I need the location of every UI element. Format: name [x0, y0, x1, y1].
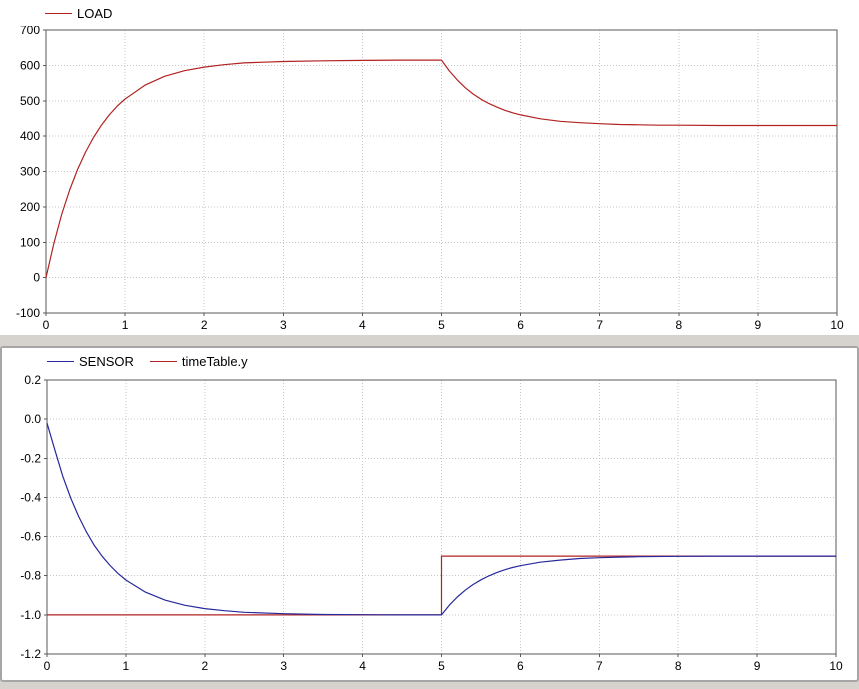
x-tick-label: 6: [517, 659, 524, 673]
plot-panel-load: LOAD 0 1 2 3 4 5 6 7 8 9 10 -100 0 100 200 300 400 500 600…: [0, 0, 859, 335]
y-tick-label: -0.8: [20, 569, 41, 583]
x-tick-label: 1: [122, 318, 129, 332]
x-tick-label: 0: [43, 318, 50, 332]
x-tick-label: 9: [755, 318, 762, 332]
plot-frame: [46, 379, 837, 655]
legend-line-sample: [45, 12, 72, 14]
plot-frame: [45, 29, 838, 314]
x-tick-label: 5: [438, 659, 445, 673]
plot-panel-sensor: SENSOR timeTable.y 0 1 2 3 4 5 6 7 8 9 10 -1.2 -1.0 -0…: [0, 346, 859, 682]
series-line-LOAD: [45, 59, 837, 278]
y-tick-label: 600: [20, 58, 40, 72]
x-tick-label: 1: [123, 659, 130, 673]
legend-label: timeTable.y: [181, 353, 248, 369]
window-bottom-strip: [0, 682, 859, 689]
x-tick-label: 7: [596, 659, 603, 673]
x-tick-label: 4: [359, 318, 366, 332]
y-tick-label: 500: [20, 94, 40, 108]
legend-label: LOAD: [77, 5, 113, 21]
y-tick-label: -1.0: [20, 608, 41, 622]
x-tick-label: 2: [201, 659, 208, 673]
x-tick-label: 3: [280, 659, 287, 673]
legend-line-sample: [47, 360, 74, 362]
x-tick-label: 5: [438, 318, 445, 332]
x-tick-label: 4: [359, 659, 366, 673]
x-tick-label: 9: [754, 659, 761, 673]
legend-line-sample: [149, 360, 177, 362]
x-tick-label: 10: [830, 318, 844, 332]
y-tick-label: 0.0: [24, 412, 41, 426]
legend-item: LOAD: [45, 6, 112, 21]
y-tick-label: 100: [20, 235, 40, 249]
y-tick-label: 400: [20, 129, 40, 143]
panel-separator: [0, 335, 859, 346]
y-tick-label: 300: [20, 165, 40, 179]
chart-canvas-sensor[interactable]: 0 1 2 3 4 5 6 7 8 9 10 -1.2 -1.0 -0.8 -0.6 -0.4 -0.2 0.0 0…: [2, 374, 857, 678]
x-tick-label: 2: [201, 318, 208, 332]
legend-load: LOAD: [0, 0, 859, 26]
x-tick-label: 10: [829, 659, 843, 673]
legend-item: SENSOR: [47, 354, 134, 369]
legend-label: SENSOR: [79, 353, 134, 369]
y-tick-label: 0: [33, 271, 40, 285]
y-tick-label: -100: [16, 306, 40, 320]
legend-sensor: SENSOR timeTable.y: [2, 348, 857, 374]
y-tick-label: 700: [20, 26, 40, 37]
x-tick-label: 8: [675, 318, 682, 332]
x-tick-label: 0: [44, 659, 51, 673]
x-tick-label: 3: [280, 318, 287, 332]
y-tick-label: -0.4: [20, 490, 41, 504]
x-tick-label: 7: [596, 318, 603, 332]
series-line-timeTable.y: [47, 555, 836, 616]
y-tick-label: 200: [20, 200, 40, 214]
y-tick-label: -0.6: [20, 530, 41, 544]
y-tick-label: 0.2: [24, 374, 41, 387]
y-tick-label: -1.2: [20, 647, 41, 661]
series-line-SENSOR: [46, 422, 836, 616]
x-tick-label: 8: [675, 659, 682, 673]
x-tick-label: 6: [517, 318, 524, 332]
legend-item: timeTable.y: [149, 353, 248, 369]
y-tick-label: -0.2: [20, 451, 41, 465]
